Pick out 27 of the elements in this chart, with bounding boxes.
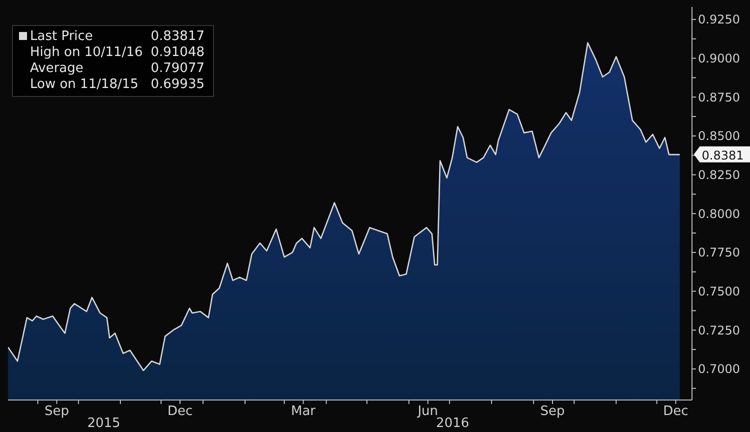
x-tick-label: Dec xyxy=(167,404,193,420)
y-tick-label: 0.7750 xyxy=(698,246,740,260)
text: 2015 xyxy=(86,416,122,431)
annotation: Average xyxy=(29,61,84,77)
annotation: 0.69935 xyxy=(150,77,204,93)
x-tick-label: Sep xyxy=(540,404,565,420)
x-tick-label: Jun xyxy=(416,404,438,420)
y-tick-label: 0.8250 xyxy=(698,168,740,182)
text: 2016 xyxy=(436,416,470,431)
y-tick-label: 0.8750 xyxy=(698,90,740,104)
y-tick-label: 0.9250 xyxy=(698,12,740,27)
annotation: 0.83817 xyxy=(150,29,204,45)
annotation: 0.91048 xyxy=(150,45,204,61)
y-tick-label: 0.7250 xyxy=(698,323,740,338)
x-tick-label: Sep xyxy=(44,404,70,420)
y-tick-label: 0.7500 xyxy=(698,284,740,299)
y-tick-label: 0.9000 xyxy=(698,52,740,66)
annotation: Low on 11/18/15 xyxy=(29,77,140,93)
annotation: 0.79077 xyxy=(150,61,204,77)
x-tick-label: Dec xyxy=(663,404,688,420)
legend-label: Last Price xyxy=(29,29,94,45)
x-tick-label: Mar xyxy=(291,404,316,420)
y-tick-label: 0.8000 xyxy=(698,206,740,221)
y-tick-label: 0.7000 xyxy=(698,362,740,376)
annotation: High on 10/11/16 xyxy=(29,45,143,61)
y-tick-label: 0.8500 xyxy=(698,129,740,144)
annotation: 0.8381 xyxy=(702,148,744,162)
